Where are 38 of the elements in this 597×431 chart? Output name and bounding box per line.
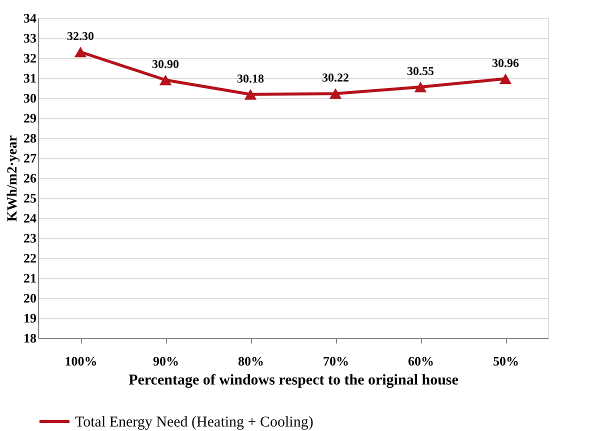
y-tick-label: 21 (24, 270, 36, 286)
x-tick-label: 100% (64, 354, 98, 368)
y-tick-label: 25 (24, 190, 37, 206)
y-tick-label: 27 (24, 150, 37, 166)
y-tick-label: 33 (24, 30, 37, 46)
x-tick-label: 80% (238, 354, 264, 368)
y-tick-label: 34 (24, 10, 37, 26)
y-tick-label: 24 (24, 210, 37, 226)
y-tick-label: 29 (24, 110, 37, 126)
y-tick-label: 23 (24, 230, 37, 246)
data-label: 32.30 (67, 29, 94, 43)
y-axis-title: KWh/m2·year (6, 135, 20, 222)
y-tick-label: 31 (24, 70, 36, 86)
point (414, 82, 427, 92)
y-tick-label: 20 (24, 290, 36, 306)
y-tick-label: 26 (24, 170, 37, 186)
point (499, 73, 512, 84)
y-tick-label: 18 (24, 330, 37, 346)
point (74, 46, 87, 58)
x-axis-title: Percentage of windows respect to the original house (128, 372, 459, 388)
x-tick-label: 60% (408, 354, 434, 368)
point (159, 74, 172, 86)
data-label: 30.55 (407, 64, 434, 78)
point (244, 89, 257, 100)
data-label: 30.22 (322, 70, 349, 85)
point (329, 88, 342, 99)
data-label: 30.96 (492, 56, 519, 70)
y-tick-label: 19 (24, 310, 37, 326)
x-tick-label: 50% (493, 354, 519, 368)
data-label: 30.18 (237, 71, 264, 86)
x-tick-label: 70% (323, 354, 349, 368)
x-tick-label: 90% (153, 354, 179, 368)
y-tick-label: 30 (24, 90, 36, 106)
y-tick-label: 28 (24, 130, 37, 146)
y-tick-label: 22 (24, 250, 36, 266)
y-tick-label: 32 (24, 50, 36, 66)
data-label: 30.90 (152, 57, 179, 71)
legend-label: Total Energy Need (Heating + Cooling) (75, 414, 314, 430)
